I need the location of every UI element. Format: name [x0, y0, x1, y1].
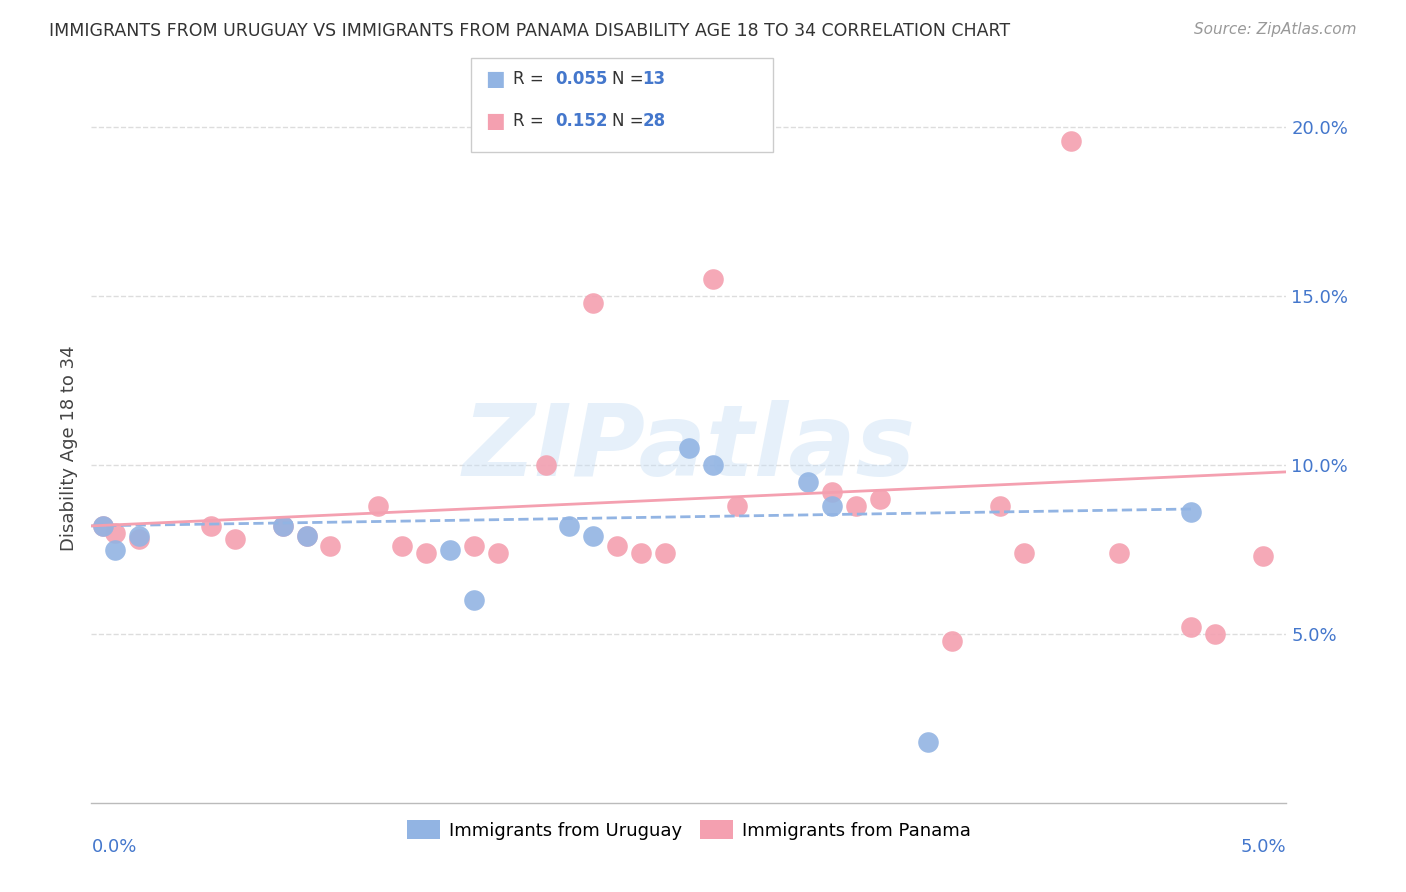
Point: [104, 542, 127, 557]
Text: R =: R =: [513, 70, 550, 87]
Point: [295, 529, 318, 543]
Y-axis label: Disability Age 18 to 34: Disability Age 18 to 34: [59, 345, 77, 551]
Point: [1180, 620, 1202, 634]
Point: [988, 499, 1011, 513]
Text: ■: ■: [485, 69, 505, 88]
Point: [415, 546, 437, 560]
Text: ■: ■: [485, 111, 505, 131]
Point: [93, 519, 115, 533]
Point: [725, 499, 748, 513]
Point: [200, 519, 222, 533]
Point: [1012, 546, 1035, 560]
Point: [558, 519, 581, 533]
Point: [1108, 546, 1130, 560]
Point: [654, 546, 676, 560]
Point: [702, 458, 724, 472]
Point: [391, 539, 413, 553]
Legend: Immigrants from Uruguay, Immigrants from Panama: Immigrants from Uruguay, Immigrants from…: [401, 814, 977, 847]
Point: [104, 525, 127, 540]
Point: [1251, 549, 1274, 564]
Point: [678, 442, 700, 455]
Point: [869, 491, 891, 506]
Point: [845, 499, 868, 513]
Text: 28: 28: [643, 112, 665, 129]
Point: [630, 546, 652, 560]
Point: [1204, 627, 1226, 641]
Point: [582, 529, 605, 543]
Point: [128, 533, 150, 547]
Point: [917, 735, 939, 749]
Point: [821, 499, 844, 513]
Point: [224, 533, 246, 547]
Text: N =: N =: [612, 112, 648, 129]
Text: 13: 13: [643, 70, 665, 87]
Point: [128, 529, 150, 543]
Point: [463, 593, 485, 607]
Point: [271, 519, 294, 533]
Text: IMMIGRANTS FROM URUGUAY VS IMMIGRANTS FROM PANAMA DISABILITY AGE 18 TO 34 CORREL: IMMIGRANTS FROM URUGUAY VS IMMIGRANTS FR…: [49, 22, 1011, 40]
Text: N =: N =: [612, 70, 648, 87]
Point: [486, 546, 509, 560]
Point: [534, 458, 557, 472]
Point: [439, 542, 461, 557]
Point: [1180, 505, 1202, 519]
Point: [319, 539, 342, 553]
Point: [93, 519, 115, 533]
Text: 0.152: 0.152: [555, 112, 607, 129]
Point: [582, 296, 605, 310]
Point: [797, 475, 820, 489]
Point: [941, 633, 963, 648]
Point: [821, 485, 844, 500]
Point: [606, 539, 628, 553]
Point: [463, 539, 485, 553]
Point: [1060, 134, 1083, 148]
Text: 0.0%: 0.0%: [91, 838, 136, 855]
Text: R =: R =: [513, 112, 550, 129]
Point: [295, 529, 318, 543]
Text: 0.055: 0.055: [555, 70, 607, 87]
Text: 5.0%: 5.0%: [1241, 838, 1286, 855]
Text: Source: ZipAtlas.com: Source: ZipAtlas.com: [1194, 22, 1357, 37]
Text: ZIPatlas: ZIPatlas: [463, 400, 915, 497]
Point: [702, 272, 724, 286]
Point: [367, 499, 389, 513]
Point: [271, 519, 294, 533]
